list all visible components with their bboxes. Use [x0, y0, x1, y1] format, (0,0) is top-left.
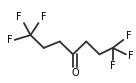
Text: F: F [128, 51, 134, 61]
Text: F: F [110, 61, 115, 71]
Text: O: O [71, 68, 79, 78]
Text: F: F [126, 31, 131, 41]
Text: F: F [41, 12, 47, 22]
Text: F: F [16, 12, 21, 22]
Text: F: F [7, 35, 12, 45]
